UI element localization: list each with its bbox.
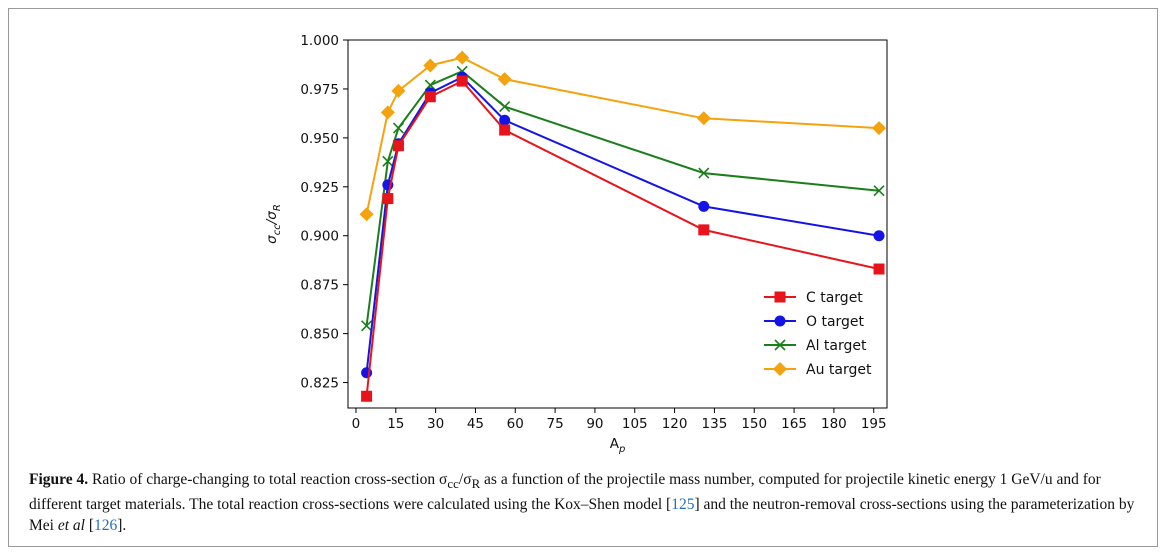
series-line-al-target <box>365 70 880 326</box>
citation-link-126[interactable]: 126 <box>94 517 118 535</box>
x-tick-label: 120 <box>662 416 688 432</box>
y-tick-label: 1.000 <box>300 33 339 49</box>
data-point-al-target <box>361 320 373 332</box>
data-point-c-target <box>499 124 511 136</box>
data-point-o-target <box>698 200 710 212</box>
x-tick-label: 135 <box>702 416 728 432</box>
legend-label-o-target: O target <box>806 314 865 330</box>
y-tick-label: 0.850 <box>300 327 339 343</box>
data-point-au-target <box>497 72 512 87</box>
x-tick-label: 60 <box>507 416 524 432</box>
data-point-au-target <box>380 105 395 120</box>
data-point-au-target <box>391 83 406 98</box>
legend-marker-c-target <box>774 291 786 303</box>
x-axis-label: Ap <box>610 436 626 455</box>
citation-link-125[interactable]: 125 <box>671 496 695 514</box>
data-point-au-target <box>359 207 374 222</box>
data-point-c-target <box>382 193 394 205</box>
x-tick-label: 90 <box>586 416 603 432</box>
data-point-al-target <box>424 79 436 91</box>
x-tick-label: 0 <box>352 416 361 432</box>
caption-text-b: /σ <box>458 471 472 488</box>
legend-label-al-target: Al target <box>806 338 867 354</box>
caption-label: Figure 4. <box>29 471 89 488</box>
data-point-c-target <box>456 75 468 87</box>
x-tick-label: 150 <box>741 416 767 432</box>
legend-marker-al-target <box>774 339 786 351</box>
y-tick-label: 0.900 <box>300 229 339 245</box>
caption-text-d: ] and the neutron-removal cross-sections… <box>29 496 1135 535</box>
plot-area-frame <box>347 39 888 409</box>
y-tick-label: 0.925 <box>300 180 339 196</box>
data-point-au-target <box>423 58 438 73</box>
x-tick-label: 45 <box>467 416 484 432</box>
x-tick-label: 165 <box>781 416 807 432</box>
legend-marker-au-target <box>773 362 787 376</box>
caption-et-al: et al <box>57 517 85 535</box>
series-line-o-target <box>365 75 880 373</box>
data-point-c-target <box>392 140 404 152</box>
caption-text-e: [ <box>84 517 95 535</box>
data-point-au-target <box>455 50 470 65</box>
legend-label-c-target: C target <box>806 290 863 306</box>
data-point-c-target <box>698 224 710 236</box>
data-point-al-target <box>499 100 511 113</box>
caption-text-c: as a function of the projectile mass num… <box>29 471 1101 514</box>
x-tick-label: 195 <box>861 416 887 432</box>
y-tick-label: 0.825 <box>300 376 339 392</box>
caption-text-a: Ratio of charge-changing to total reacti… <box>92 471 448 488</box>
legend-label-au-target: Au target <box>806 362 872 378</box>
data-point-al-target <box>698 167 710 179</box>
y-tick-label: 0.950 <box>300 131 339 147</box>
caption-sub-cc: cc <box>447 476 459 492</box>
figure-caption: Figure 4. Ratio of charge-changing to to… <box>29 469 1141 536</box>
series-line-au-target <box>365 56 880 215</box>
x-tick-label: 75 <box>547 416 564 432</box>
figure-frame: 0 15 30 45 60 75 90 105 120 135 150 165 180 195 0.825 0… <box>8 8 1158 547</box>
chart: 0 15 30 45 60 75 90 105 120 135 150 165 180 195 0.825 0… <box>264 33 888 455</box>
data-point-al-target <box>392 122 405 134</box>
y-tick-label: 0.875 <box>300 278 339 294</box>
series-line-c-target <box>365 79 880 397</box>
data-point-au-target <box>696 111 711 126</box>
data-point-au-target <box>872 121 887 136</box>
data-point-c-target <box>361 390 373 402</box>
legend-marker-o-target <box>774 315 786 327</box>
y-tick-label: 0.975 <box>300 82 339 98</box>
data-point-al-target <box>382 155 394 167</box>
data-point-al-target <box>873 185 885 197</box>
x-tick-label: 30 <box>427 416 444 432</box>
data-point-c-target <box>873 263 885 275</box>
data-point-o-target <box>499 114 511 126</box>
x-tick-label: 15 <box>387 416 404 432</box>
data-point-o-target <box>873 230 885 242</box>
caption-sub-r: R <box>471 476 481 492</box>
x-tick-label: 105 <box>622 416 648 432</box>
caption-text-f: ]. <box>117 517 127 535</box>
y-axis-label: σcc/σR <box>264 204 283 244</box>
data-point-c-target <box>424 91 436 103</box>
x-tick-label: 180 <box>821 416 847 432</box>
